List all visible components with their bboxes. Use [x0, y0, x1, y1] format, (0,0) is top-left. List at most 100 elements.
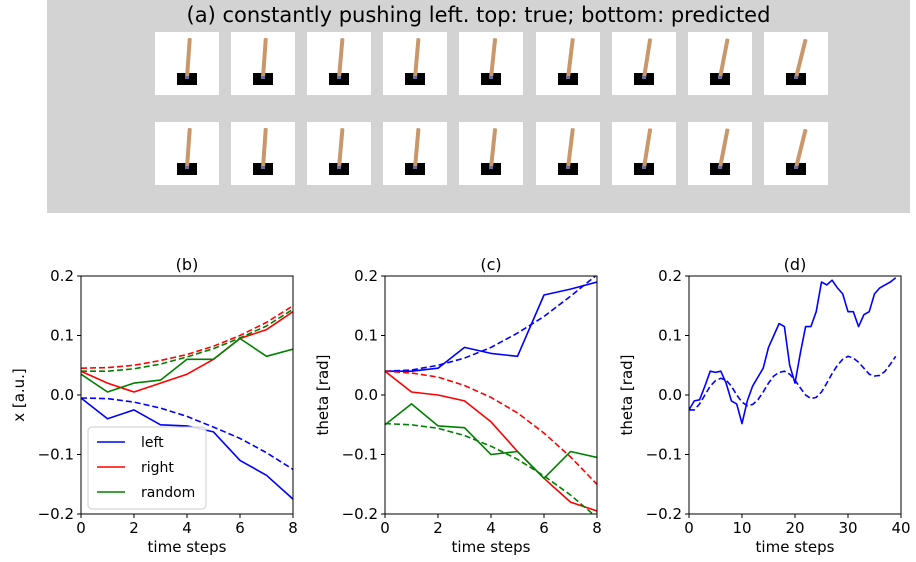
axle-shape — [566, 166, 570, 169]
chart-c-ytick-label-3: 0.1 — [354, 327, 378, 345]
chart-c-ytick-label-4: 0.2 — [354, 267, 378, 285]
cart-shape — [405, 163, 425, 175]
chart-b-xtick-label-1: 2 — [129, 519, 139, 537]
cartpole-frame-true-4 — [459, 32, 523, 95]
axle-shape — [794, 166, 798, 169]
cartpole-frame-predicted-6 — [612, 122, 676, 185]
chart-d-xtick-label-1: 10 — [732, 519, 751, 537]
chart-c-series-2-solid — [385, 403, 597, 480]
cart-shape — [710, 73, 730, 85]
axle-shape — [489, 166, 493, 169]
chart-c-axes-frame — [384, 275, 598, 515]
cartpole-frame-predicted-1 — [231, 122, 295, 185]
chart-c-xlabel: time steps — [452, 538, 531, 556]
chart-b-ytick-label-1: −0.1 — [38, 446, 74, 464]
cart-shape — [634, 163, 654, 175]
chart-b-ytick-label-0: −0.2 — [38, 505, 74, 523]
chart-b-ylabel: x [a.u.] — [10, 368, 28, 422]
chart-b-xtick-label-2: 4 — [182, 519, 192, 537]
cartpole-frame-true-1 — [231, 32, 295, 95]
chart-b-series-1-solid — [81, 311, 293, 393]
cart-shape — [405, 73, 425, 85]
axle-shape — [337, 166, 341, 169]
chart-d-ylabel: theta [rad] — [618, 354, 636, 435]
chart-b-xlabel: time steps — [148, 538, 227, 556]
chart-b-series-0-solid — [81, 397, 293, 500]
chart-b-series-5-dashed — [81, 308, 293, 373]
cart-shape — [253, 73, 273, 85]
chart-b-legend-label-right: right — [141, 460, 174, 476]
chart-c-series-3-dashed — [385, 276, 597, 372]
chart-c-ytick-label-2: 0.0 — [354, 386, 378, 404]
axle-shape — [642, 76, 646, 79]
cartpole-frame-true-3 — [383, 32, 447, 95]
chart-d-series-1-dashed — [689, 355, 897, 411]
chart-b-legend-box — [87, 426, 207, 510]
cart-shape — [786, 73, 806, 85]
axle-shape — [261, 166, 265, 169]
panel-a-frames: (a) constantly pushing left. top: true; … — [47, 0, 910, 213]
axle-shape — [489, 76, 493, 79]
cart-shape — [329, 163, 349, 175]
axle-shape — [794, 76, 798, 79]
chart-c-xtick-label-1: 2 — [433, 519, 443, 537]
chart-d-ytick-label-4: 0.2 — [658, 267, 682, 285]
chart-d-xtick-label-2: 20 — [785, 519, 804, 537]
chart-b-title: (b) — [176, 255, 199, 274]
cartpole-frame-predicted-5 — [536, 122, 600, 185]
chart-d-ytick-label-0: −0.2 — [646, 505, 682, 523]
chart-d-xlabel: time steps — [756, 538, 835, 556]
axle-shape — [413, 166, 417, 169]
cartpole-frame-true-0 — [155, 32, 219, 95]
cart-shape — [558, 163, 578, 175]
cart-shape — [786, 163, 806, 175]
axle-shape — [413, 76, 417, 79]
chart-c-title: (c) — [480, 255, 501, 274]
chart-b-series-4-dashed — [81, 305, 293, 369]
chart-c-series-5-dashed — [385, 422, 595, 514]
chart-d-title: (d) — [784, 255, 807, 274]
axle-shape — [566, 76, 570, 79]
chart-d-ytick-label-3: 0.1 — [658, 327, 682, 345]
cart-shape — [558, 73, 578, 85]
chart-c-ytick-label-1: −0.1 — [342, 446, 378, 464]
chart-d-xtick-label-0: 0 — [684, 519, 694, 537]
chart-b-xtick-label-4: 8 — [288, 519, 298, 537]
cartpole-frame-predicted-7 — [688, 122, 752, 185]
chart-b-series-2-solid — [81, 337, 293, 393]
chart-b-ytick-label-4: 0.2 — [50, 267, 74, 285]
cartpole-frame-true-7 — [688, 32, 752, 95]
chart-d-xtick-label-4: 40 — [891, 519, 910, 537]
chart-b-legend-label-random: random — [141, 485, 195, 501]
chart-c-series-0-solid — [385, 281, 597, 373]
chart-c-xtick-label-0: 0 — [380, 519, 390, 537]
panel-a-title: (a) constantly pushing left. top: true; … — [186, 3, 771, 27]
chart-c-series-1-solid — [385, 370, 597, 512]
chart-b-xtick-label-3: 6 — [235, 519, 245, 537]
cartpole-frame-predicted-3 — [383, 122, 447, 185]
cart-shape — [634, 73, 654, 85]
cartpole-frame-true-5 — [536, 32, 600, 95]
axle-shape — [185, 76, 189, 79]
chart-c-xtick-label-3: 6 — [539, 519, 549, 537]
chart-c-xtick-label-2: 4 — [486, 519, 496, 537]
chart-b-ytick-label-2: 0.0 — [50, 386, 74, 404]
chart-b-ytick-label-3: 0.1 — [50, 327, 74, 345]
chart-d-series-0-solid — [689, 277, 897, 425]
cart-shape — [481, 163, 501, 175]
cart-shape — [177, 73, 197, 85]
cartpole-frame-true-2 — [307, 32, 371, 95]
chart-c-ytick-label-0: −0.2 — [342, 505, 378, 523]
chart-d-ytick-label-1: −0.1 — [646, 446, 682, 464]
chart-c-xtick-label-4: 8 — [592, 519, 602, 537]
axle-shape — [261, 76, 265, 79]
cart-shape — [253, 163, 273, 175]
chart-c-series-4-dashed — [385, 370, 597, 485]
chart-b-xtick-label-0: 0 — [76, 519, 86, 537]
cartpole-frame-predicted-4 — [459, 122, 523, 185]
cartpole-frame-predicted-0 — [155, 122, 219, 185]
cart-shape — [177, 163, 197, 175]
axle-shape — [718, 166, 722, 169]
cartpole-frame-predicted-2 — [307, 122, 371, 185]
